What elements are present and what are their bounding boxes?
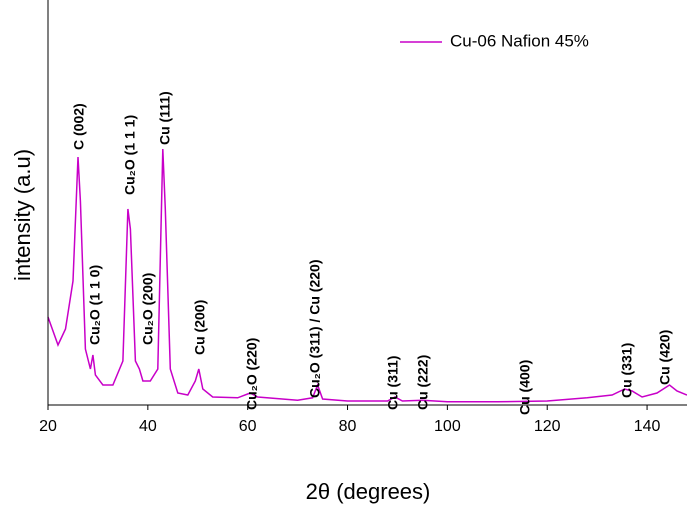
peak-label: Cu (420) bbox=[657, 330, 673, 385]
peak-label: Cu₂O (220) bbox=[244, 338, 260, 410]
peak-label: Cu₂O (311) / Cu (220) bbox=[307, 260, 323, 398]
x-tick-label: 20 bbox=[39, 418, 57, 435]
legend-label: Cu-06 Nafion 45% bbox=[450, 31, 589, 50]
peak-label: Cu (200) bbox=[192, 300, 208, 355]
x-tick-label: 120 bbox=[534, 418, 561, 435]
peak-label: Cu (111) bbox=[157, 91, 173, 145]
y-axis-label: intensity (a.u) bbox=[10, 149, 35, 281]
x-tick-label: 60 bbox=[239, 418, 257, 435]
peak-label: Cu₂O (200) bbox=[140, 273, 156, 345]
x-tick-label: 80 bbox=[339, 418, 357, 435]
peak-label: Cu (222) bbox=[415, 355, 431, 410]
data-line bbox=[47, 148, 687, 403]
peak-label: Cu₂O (1 1 1) bbox=[122, 115, 138, 195]
x-axis-label: 2θ (degrees) bbox=[306, 479, 431, 504]
peak-label: Cu (311) bbox=[385, 356, 401, 410]
peak-label: C (002) bbox=[71, 103, 87, 150]
x-tick-label: 140 bbox=[634, 418, 661, 435]
x-tick-label: 40 bbox=[139, 418, 157, 435]
x-tick-label: 100 bbox=[434, 418, 461, 435]
peak-label: Cu (331) bbox=[619, 343, 635, 398]
peak-label: Cu₂O (1 1 0) bbox=[87, 265, 103, 345]
peak-label: Cu (400) bbox=[517, 360, 533, 415]
